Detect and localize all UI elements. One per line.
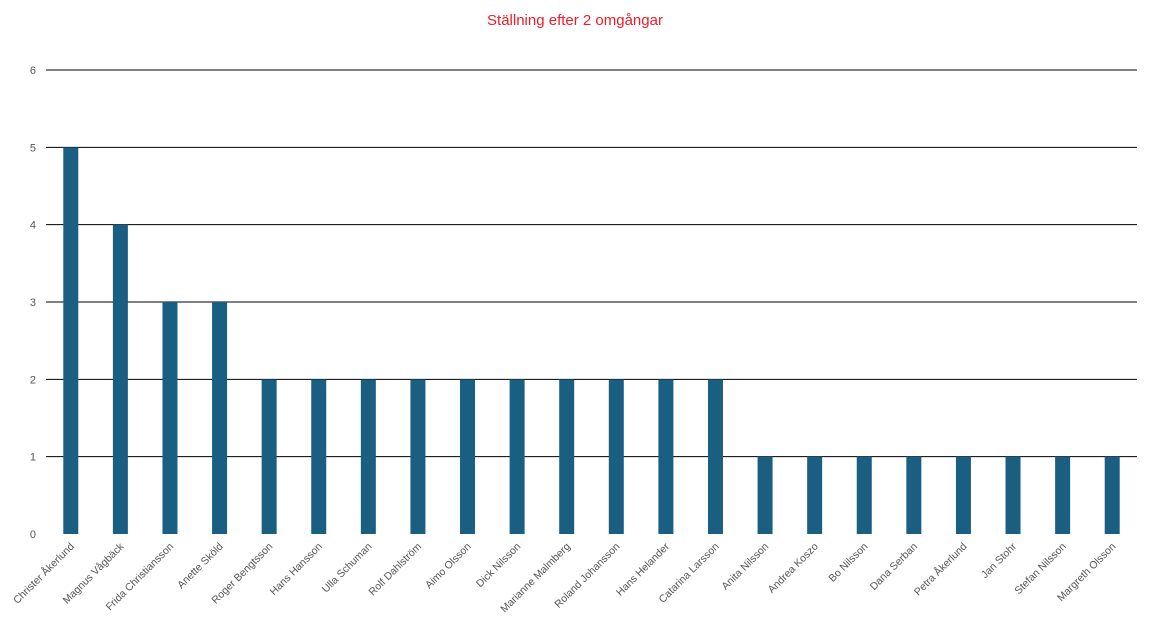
y-axis-tick-labels: 0 1 2 3 4 5 6	[30, 65, 36, 541]
bar	[509, 379, 525, 534]
bar	[906, 456, 922, 534]
y-tick-label: 5	[30, 142, 36, 154]
bar	[856, 456, 872, 534]
bar	[955, 456, 971, 534]
bar	[559, 379, 575, 534]
x-category-label: Stefan Nilsson	[1012, 541, 1068, 597]
bar	[410, 379, 426, 534]
x-category-label: Aimo Olsson	[423, 541, 474, 592]
gridlines	[46, 69, 1137, 458]
bar	[1005, 456, 1021, 534]
bar	[261, 379, 277, 534]
chart-title: Ställning efter 2 omgångar	[487, 12, 663, 29]
bar	[311, 379, 327, 534]
bars	[63, 147, 1120, 535]
bar	[112, 224, 128, 534]
bar	[807, 456, 823, 534]
bar	[1104, 456, 1120, 534]
y-tick-label: 6	[30, 65, 36, 77]
bar	[460, 379, 476, 534]
bar	[707, 379, 723, 534]
x-category-label: Anette Sköld	[175, 541, 226, 592]
bar	[757, 456, 773, 534]
x-category-label: Petra Åkerlund	[911, 540, 969, 598]
x-category-label: Dick Nilsson	[474, 541, 523, 590]
bar	[1055, 456, 1071, 534]
x-category-label: Rolf Dahlström	[366, 540, 424, 598]
x-category-label: Anita Nilsson	[719, 541, 771, 593]
bar	[212, 302, 228, 534]
y-tick-label: 0	[30, 529, 36, 541]
x-category-label: Bo Nilsson	[826, 541, 870, 585]
x-category-label: Jan Stohr	[979, 540, 1020, 581]
x-category-label: Andrea Koszo	[766, 541, 821, 596]
y-tick-label: 4	[30, 220, 36, 232]
x-category-label: Dana Serban	[868, 541, 920, 593]
y-tick-label: 2	[30, 374, 36, 386]
bar	[63, 147, 79, 535]
x-category-label: Ulla Schuman	[320, 541, 375, 596]
x-category-label: Hans Hansson	[268, 541, 325, 598]
y-tick-label: 1	[30, 452, 36, 464]
bar	[658, 379, 674, 534]
bar	[608, 379, 624, 534]
y-tick-label: 3	[30, 297, 36, 309]
bar	[162, 302, 178, 534]
bar	[360, 379, 376, 534]
